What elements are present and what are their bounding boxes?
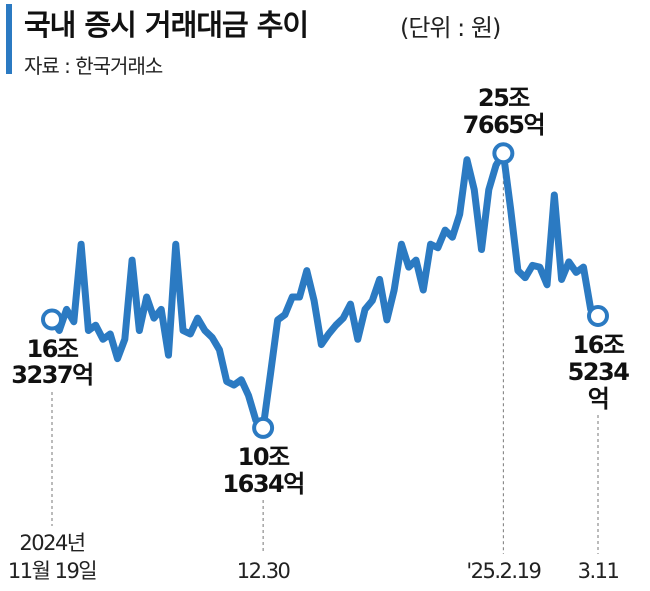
chart-title: 국내 증시 거래대금 추이 xyxy=(24,8,309,42)
value-label: 10조 1634억 xyxy=(222,442,305,498)
value-label: 25조 7665억 xyxy=(462,84,546,140)
marker xyxy=(41,308,63,331)
title-bar xyxy=(6,4,12,74)
chart-subtitle: (단위 : 원) xyxy=(400,14,501,42)
value-label: 16조 3237억 xyxy=(11,334,94,390)
marker xyxy=(587,304,609,327)
x-tick-label: 12.30 xyxy=(236,558,291,583)
x-tick-label: 2024년 11월 19일 xyxy=(7,531,98,583)
x-tick-label: '25.2.19 xyxy=(466,558,541,583)
line xyxy=(48,149,602,432)
value-label: 16조 5234억 xyxy=(567,330,630,413)
x-tick-label: 3.11 xyxy=(577,558,620,583)
marker xyxy=(252,416,275,439)
marker xyxy=(492,142,515,165)
source: 자료 : 한국거래소 xyxy=(24,54,163,78)
